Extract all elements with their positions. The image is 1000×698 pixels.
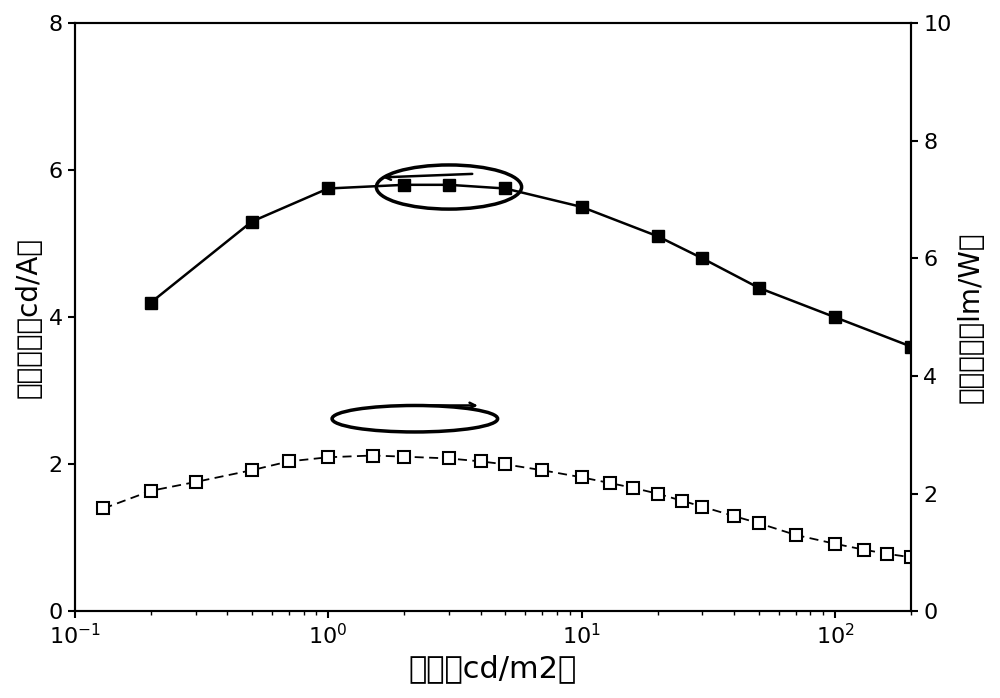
Y-axis label: 功率效率（lm/W）: 功率效率（lm/W） <box>957 232 985 403</box>
Y-axis label: 流明效率（cd/A）: 流明效率（cd/A） <box>15 237 43 398</box>
X-axis label: 亮度（cd/m2）: 亮度（cd/m2） <box>409 654 577 683</box>
